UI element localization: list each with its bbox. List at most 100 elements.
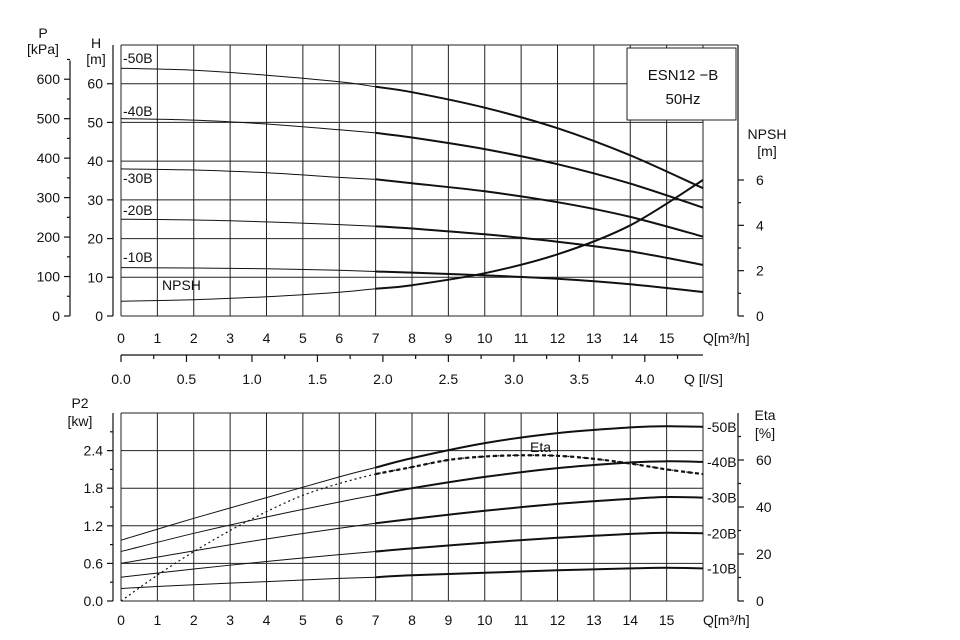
eta-tick-label: 20 [756, 546, 772, 562]
pressure-tick-label: 0 [52, 308, 60, 324]
model-name: ESN12 −B [648, 67, 718, 84]
flow-tick-label: 8 [408, 330, 416, 346]
head-curve-30B-thin [120, 168, 376, 180]
flow-ls-tick-label: 4.0 [635, 371, 655, 387]
power-curve-50B-heavy [375, 425, 704, 469]
flow-ls-tick-label: 2.5 [439, 371, 459, 387]
head-tick-label: 50 [87, 114, 103, 130]
flow-tick-label: 11 [514, 330, 529, 346]
flow-tick-label: 15 [659, 330, 675, 346]
flow-ls-tick-label: 3.5 [570, 371, 590, 387]
power-curve-30B-thin [120, 522, 376, 564]
npsh-tick-label: 4 [756, 217, 764, 233]
flow-ls-tick-label: 3.0 [504, 371, 524, 387]
power-series-label: -40B [707, 454, 737, 470]
npsh-axis-unit: [m] [757, 143, 776, 159]
power-flow-tick-label: 13 [586, 612, 602, 628]
head-tick-label: 20 [87, 231, 103, 247]
power-curve-10B-heavy [375, 566, 704, 579]
power-flow-tick-label: 8 [408, 612, 416, 628]
head-curve-20B-heavy [375, 225, 704, 266]
flow-tick-label: 12 [550, 330, 566, 346]
eta-curve-label: Eta [530, 439, 551, 455]
eta-tick-label: 0 [756, 593, 764, 609]
power-flow-tick-label: 9 [444, 612, 452, 628]
head-chart: P [kPa] H [m] NPSH [m] 01020304050600100… [27, 25, 786, 387]
flow-tick-label: 1 [153, 330, 161, 346]
flow-tick-label: 9 [444, 330, 452, 346]
head-curve-40B-thin [120, 118, 376, 134]
eta-axis-label: Eta [754, 407, 775, 423]
npsh-tick-label: 2 [756, 263, 764, 279]
head-curve-40B-heavy [375, 131, 704, 209]
power-tick-label: 0.6 [84, 555, 104, 571]
power-flow-tick-label: 5 [299, 612, 307, 628]
npsh-curve-heavy [375, 179, 704, 290]
flow-tick-label: 10 [477, 330, 493, 346]
flow-ls-tick-label: 1.0 [242, 371, 262, 387]
power-flow-tick-label: 10 [477, 612, 493, 628]
pressure-tick-label: 600 [37, 71, 61, 87]
power-flow-tick-label: 6 [335, 612, 343, 628]
power-flow-tick-label: 12 [550, 612, 566, 628]
head-curve-20B-thin [120, 218, 376, 227]
flow-tick-label: 4 [263, 330, 271, 346]
power-series-label: -20B [707, 525, 737, 541]
head-series-label: -40B [123, 103, 153, 119]
power-chart: P2 [kw] Eta [%] Eta 0.00.61.21.82.402040… [68, 395, 776, 628]
power-curve-20B-thin [120, 551, 376, 578]
power-flow-tick-label: 3 [226, 612, 234, 628]
pressure-tick-label: 200 [37, 229, 61, 245]
flow-ls-tick-label: 0.5 [177, 371, 197, 387]
power-tick-label: 1.8 [84, 480, 104, 496]
head-tick-label: 0 [95, 308, 103, 324]
flow-ls-tick-label: 1.5 [308, 371, 328, 387]
head-curve-50B-thin [120, 67, 376, 88]
flow-tick-label: 7 [372, 330, 380, 346]
head-tick-label: 10 [87, 269, 103, 285]
head-series-label: -10B [123, 249, 153, 265]
power-chart-grid [120, 412, 704, 602]
power-curve-40B-thin [120, 494, 376, 552]
power-flow-tick-label: 14 [622, 612, 638, 628]
frequency-label: 50Hz [665, 91, 700, 108]
power-tick-label: 2.4 [84, 443, 104, 459]
head-axis-label: H [91, 35, 101, 51]
power-curve-10B-thin [120, 576, 376, 589]
flow-ls-tick-label: 2.0 [373, 371, 393, 387]
pressure-axis-label: P [38, 25, 47, 41]
power-curve-20B-heavy [375, 531, 704, 553]
power-series-label: -30B [707, 490, 737, 506]
npsh-curve-thin [120, 288, 376, 302]
head-series-label: -20B [123, 202, 153, 218]
head-curves [120, 67, 704, 302]
head-tick-label: 60 [87, 76, 103, 92]
power-flow-tick-label: 2 [190, 612, 198, 628]
power-flow-tick-label: 7 [372, 612, 380, 628]
pressure-tick-label: 400 [37, 150, 61, 166]
head-tick-label: 30 [87, 192, 103, 208]
power-curve-40B-heavy [375, 460, 704, 497]
power-curve-30B-heavy [375, 495, 704, 525]
power-flow-tick-label: 11 [514, 612, 529, 628]
model-legend-box [626, 47, 737, 121]
head-curve-30B-heavy [375, 178, 704, 238]
power-series-label: -10B [707, 560, 737, 576]
eta-tick-label: 40 [756, 499, 772, 515]
flow-tick-label: 5 [299, 330, 307, 346]
power-tick-label: 1.2 [84, 518, 104, 534]
head-curve-50B-heavy [375, 85, 704, 190]
head-series-label: -30B [123, 170, 153, 186]
flow-ls-tick-label: 0.0 [111, 371, 131, 387]
power-axis-label: P2 [71, 395, 88, 411]
power-flow-tick-label: 0 [117, 612, 125, 628]
head-curve-10B-heavy [375, 270, 704, 293]
power-flow-axis-label: Q[m³/h] [703, 612, 750, 628]
head-curve-10B-thin [120, 267, 376, 272]
pressure-tick-label: 300 [37, 190, 61, 206]
npsh-tick-label: 6 [756, 172, 764, 188]
npsh-tick-label: 0 [756, 308, 764, 324]
power-curve-50B-thin [120, 467, 376, 541]
